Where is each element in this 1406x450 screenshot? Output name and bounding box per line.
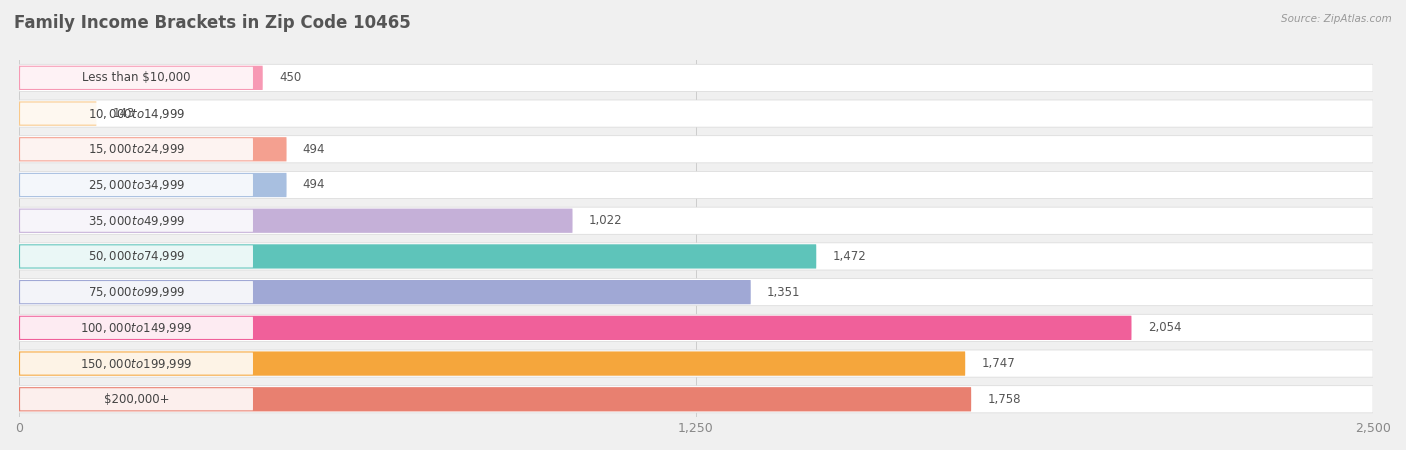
FancyBboxPatch shape (20, 66, 263, 90)
FancyBboxPatch shape (20, 245, 253, 267)
FancyBboxPatch shape (20, 64, 1374, 91)
Text: $100,000 to $149,999: $100,000 to $149,999 (80, 321, 193, 335)
FancyBboxPatch shape (20, 137, 287, 162)
FancyBboxPatch shape (20, 208, 572, 233)
Text: $10,000 to $14,999: $10,000 to $14,999 (87, 107, 186, 121)
Text: Source: ZipAtlas.com: Source: ZipAtlas.com (1281, 14, 1392, 23)
Text: 1,022: 1,022 (589, 214, 623, 227)
FancyBboxPatch shape (20, 243, 1374, 270)
FancyBboxPatch shape (20, 387, 972, 411)
Text: Family Income Brackets in Zip Code 10465: Family Income Brackets in Zip Code 10465 (14, 14, 411, 32)
Text: $50,000 to $74,999: $50,000 to $74,999 (87, 249, 186, 263)
FancyBboxPatch shape (20, 352, 253, 375)
FancyBboxPatch shape (20, 67, 253, 89)
FancyBboxPatch shape (20, 386, 1374, 413)
FancyBboxPatch shape (20, 244, 817, 269)
Text: $25,000 to $34,999: $25,000 to $34,999 (87, 178, 186, 192)
FancyBboxPatch shape (20, 281, 253, 303)
Text: Less than $10,000: Less than $10,000 (83, 72, 191, 84)
FancyBboxPatch shape (20, 103, 253, 125)
FancyBboxPatch shape (20, 136, 1374, 163)
Text: 494: 494 (302, 179, 325, 192)
Text: 1,758: 1,758 (987, 393, 1021, 406)
FancyBboxPatch shape (20, 100, 1374, 127)
Text: 1,472: 1,472 (832, 250, 866, 263)
Text: 450: 450 (278, 72, 301, 84)
Text: $75,000 to $99,999: $75,000 to $99,999 (87, 285, 186, 299)
FancyBboxPatch shape (20, 279, 1374, 306)
FancyBboxPatch shape (20, 350, 1374, 377)
FancyBboxPatch shape (20, 101, 97, 126)
Text: 2,054: 2,054 (1147, 321, 1181, 334)
Text: $35,000 to $49,999: $35,000 to $49,999 (87, 214, 186, 228)
Text: 1,351: 1,351 (768, 286, 800, 299)
Text: 494: 494 (302, 143, 325, 156)
FancyBboxPatch shape (20, 280, 751, 304)
FancyBboxPatch shape (20, 171, 1374, 198)
Text: $150,000 to $199,999: $150,000 to $199,999 (80, 356, 193, 370)
FancyBboxPatch shape (20, 207, 1374, 234)
FancyBboxPatch shape (20, 317, 253, 339)
FancyBboxPatch shape (20, 351, 965, 376)
FancyBboxPatch shape (20, 314, 1374, 342)
Text: 1,747: 1,747 (981, 357, 1015, 370)
Text: $15,000 to $24,999: $15,000 to $24,999 (87, 142, 186, 156)
FancyBboxPatch shape (20, 210, 253, 232)
FancyBboxPatch shape (20, 173, 287, 197)
FancyBboxPatch shape (20, 138, 253, 160)
FancyBboxPatch shape (20, 316, 1132, 340)
FancyBboxPatch shape (20, 174, 253, 196)
Text: 143: 143 (112, 107, 135, 120)
Text: $200,000+: $200,000+ (104, 393, 169, 406)
FancyBboxPatch shape (20, 388, 253, 410)
